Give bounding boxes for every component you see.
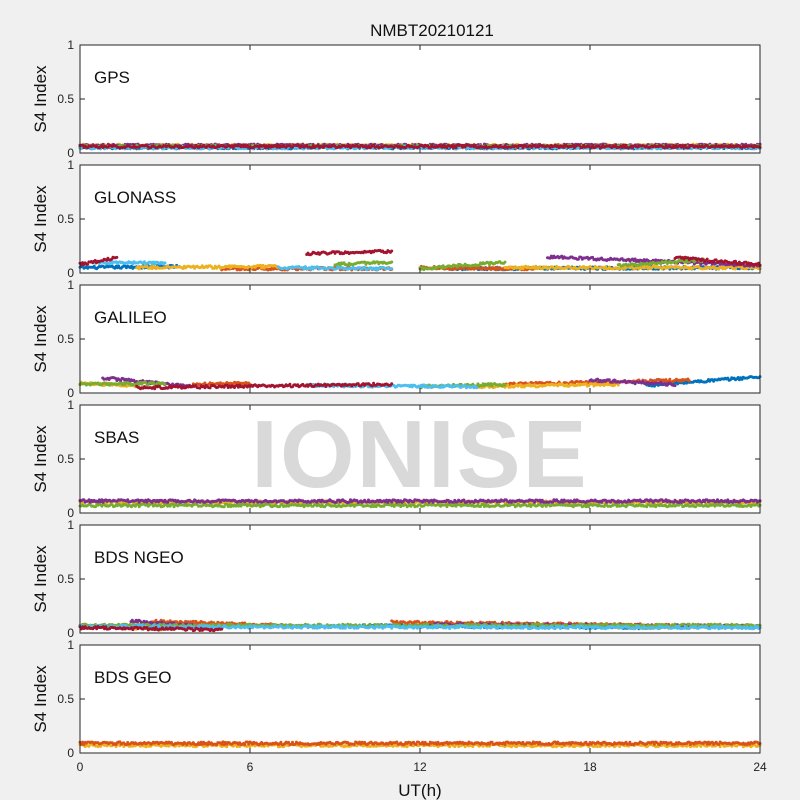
data-point — [455, 265, 459, 269]
y-tick-label: 0.5 — [57, 92, 74, 106]
y-tick-label: 1 — [67, 38, 74, 52]
data-point — [503, 260, 507, 264]
figure-title: NMBT20210121 — [370, 21, 494, 40]
data-point — [163, 261, 167, 265]
y-axis-label: S4 Index — [31, 65, 50, 133]
panel-label: GPS — [94, 68, 130, 87]
plot-area — [80, 45, 760, 153]
plot-area — [80, 165, 760, 273]
data-point — [261, 263, 265, 267]
data-point — [654, 258, 658, 262]
data-point — [260, 266, 264, 270]
data-point — [258, 263, 262, 267]
data-point — [428, 146, 432, 150]
data-point — [390, 260, 394, 264]
data-point — [193, 146, 197, 150]
